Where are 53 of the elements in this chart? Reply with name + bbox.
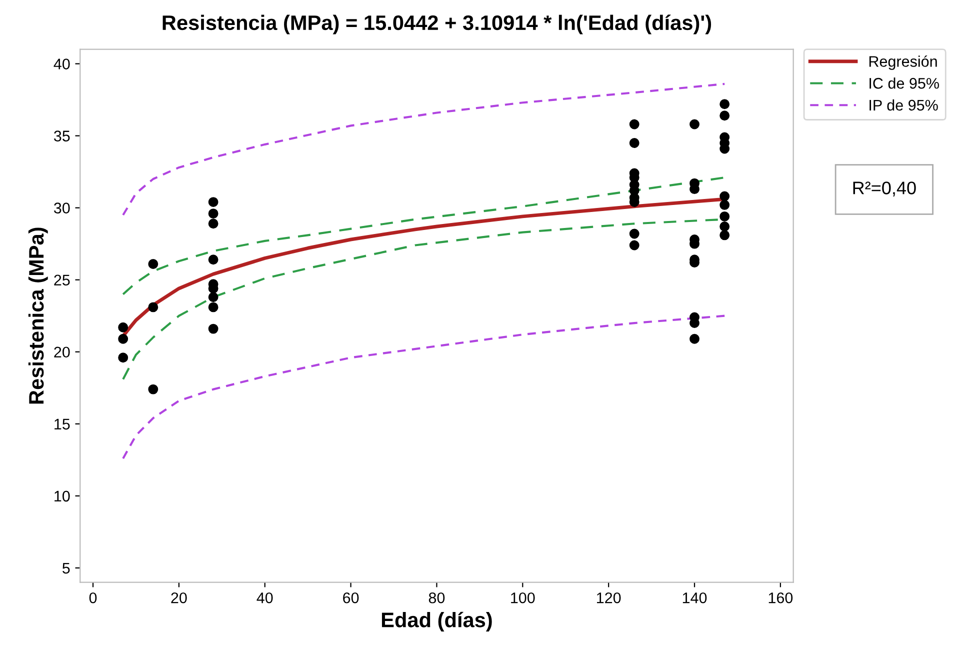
legend-label: Regresión: [869, 55, 937, 70]
x-tick-label: 20: [171, 592, 187, 604]
y-tick-label: 35: [54, 130, 70, 142]
x-tick-label: 0: [89, 592, 97, 604]
y-tick-label: 40: [54, 58, 70, 70]
line-series: [122, 176, 726, 296]
y-tick-label: 5: [62, 562, 70, 574]
point: [690, 119, 700, 130]
point: [208, 208, 218, 219]
y-tick-label: 25: [54, 274, 70, 286]
point: [629, 138, 640, 148]
point: [208, 218, 218, 229]
x-tick-label: 80: [428, 592, 445, 604]
y-tick-label: 15: [54, 418, 70, 430]
chart-title: Resistencia (MPa) = 15.0442 + 3.10914 * ln('Edad (días)'): [162, 14, 712, 34]
point: [148, 259, 158, 269]
legend-label: IP de 95%: [870, 99, 938, 111]
point: [720, 211, 730, 222]
point: [118, 322, 128, 332]
x-tick-label: 120: [597, 592, 621, 604]
point: [720, 99, 730, 110]
point: [720, 222, 730, 232]
y-tick-label: 10: [54, 490, 70, 502]
text: R²=0,40: [853, 182, 916, 196]
y-tick-label: 30: [54, 202, 70, 214]
x-tick-label: 60: [343, 592, 359, 604]
point: [629, 240, 640, 250]
point: [118, 334, 128, 344]
point: [118, 352, 128, 363]
point: [690, 334, 700, 344]
point: [208, 292, 218, 302]
x-tick-label: 100: [511, 592, 535, 604]
point: [208, 324, 218, 334]
point: [629, 228, 640, 239]
legend-label: IC de 95%: [870, 78, 939, 89]
point: [629, 119, 640, 130]
y-axis-title: Resistenica (MPa): [28, 228, 48, 404]
y-tick-label: 20: [54, 346, 70, 358]
x-tick-label: 140: [682, 592, 707, 604]
x-axis-title: Edad (días): [382, 612, 492, 632]
point: [208, 302, 218, 312]
point: [148, 384, 158, 394]
line-series: [122, 82, 726, 216]
point: [208, 254, 218, 265]
point: [208, 197, 218, 208]
point: [148, 302, 158, 312]
point: [720, 191, 730, 202]
line-series: [122, 314, 726, 460]
point: [720, 230, 730, 240]
x-tick-label: 40: [256, 592, 273, 604]
point: [720, 200, 730, 210]
x-tick-label: 160: [768, 592, 793, 604]
point: [720, 110, 730, 121]
